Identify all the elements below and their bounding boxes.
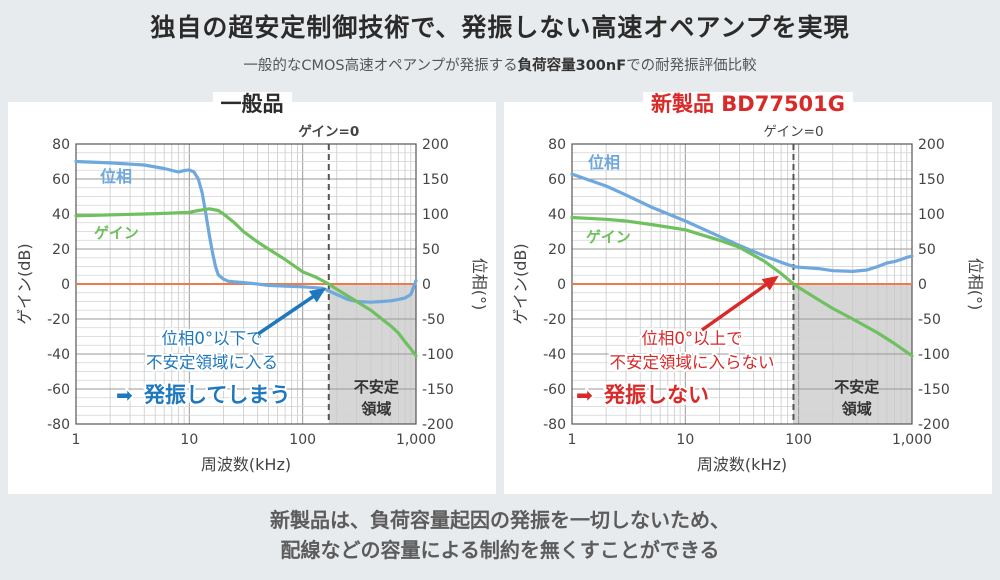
annotation-line-3: 発振してしまう [143,383,290,407]
subtitle-pre: 一般的なCMOS高速オペアンプが発振する [243,58,518,74]
annotation-line-1: 位相0°以上で [641,329,742,348]
annotation-pointer-head [308,287,327,303]
y2-tick-label: 150 [422,172,449,188]
x-tick-label: 1 [72,432,81,448]
y2-tick-label: 50 [918,242,936,258]
x-tick-label: 1 [568,432,577,448]
gain-series-label: ゲイン [94,224,139,242]
x-tick-label: 1,000 [892,432,932,448]
y2-tick-label: 200 [918,137,945,153]
y2-tick-label: -100 [422,347,454,363]
annotation-line-1: 位相0°以下で [161,329,262,348]
y-tick-label: 80 [52,137,70,153]
y2-tick-label: 150 [918,172,945,188]
y-tick-label: 60 [52,172,70,188]
annotation-line-2: 不安定領域に入らない [610,353,775,372]
gain-curve [570,215,914,358]
x-tick-label: 10 [676,432,694,448]
x-tick-label: 1,000 [396,432,436,448]
annotation-pointer [700,276,777,332]
unstable-label-1: 不安定 [354,378,399,396]
y-tick-label: 40 [52,207,70,223]
x-tick-label: 10 [180,432,198,448]
x-tick-label: 100 [785,432,812,448]
y-tick-label: 0 [557,277,566,293]
y-tick-label: 20 [548,242,566,258]
unstable-label-1: 不安定 [834,378,879,396]
y-tick-label: -40 [543,347,566,363]
y2-axis-label: 位相(°) [966,258,985,311]
annotation-arrow-icon: ➡ [576,383,593,407]
footer-line-1: 新製品は、負荷容量起因の発振を一切しないため、 [270,508,730,532]
chart-panel-standard: ゲイン=0 不安定 領域 80 60 40 20 0 -20 -40 -60 -80 200 150 100… [8,92,496,494]
annotation-line-2: 不安定領域に入る [146,353,278,372]
y-axis-label: ゲイン(dB) [15,243,34,324]
y2-tick-label: -50 [422,312,445,328]
footer-message: 新製品は、負荷容量起因の発振を一切しないため、 配線などの容量による制約を無くす… [0,505,1000,565]
subtitle-post: での耐発振評価比較 [626,58,757,74]
phase-curve [570,172,914,273]
y2-axis-label: 位相(°) [470,258,489,311]
y2-tick-label: -150 [918,382,950,398]
crossover-label: ゲイン=0 [763,124,823,140]
y2-tick-label: 200 [422,137,449,153]
y-tick-label: -60 [47,382,70,398]
y2-tick-label: 100 [422,207,449,223]
x-axis-label: 周波数(kHz) [201,455,291,474]
gain-series-label: ゲイン [586,228,631,246]
y2-tick-label: -100 [918,347,950,363]
y2-tick-label: -50 [918,312,941,328]
panel-title-text: 一般品 [212,92,292,116]
unstable-label-2: 領域 [361,400,391,418]
phase-curve [74,159,418,304]
y-tick-label: 60 [548,172,566,188]
panel-title-text: 新製品 BD77501G [642,92,854,116]
crossover-label: ゲイン=0 [298,123,359,140]
bode-chart-new: ゲイン=0不安定領域806040200-20-40-60-80200150100… [511,124,985,474]
annotation-pointer-head [761,275,779,291]
page-subtitle: 一般的なCMOS高速オペアンプが発振する負荷容量300nFでの耐発振評価比較 [0,54,1000,75]
panel-title-new: 新製品 BD77501G [504,88,992,118]
y-tick-label: 20 [52,242,70,258]
unstable-label-2: 領域 [842,400,872,418]
y2-tick-label: -150 [422,382,454,398]
y-tick-label: -20 [47,312,70,328]
bode-chart-standard: ゲイン=0不安定領域806040200-20-40-60-80200150100… [15,123,489,474]
subtitle-bold: 負荷容量300nF [517,58,627,74]
y-axis-label: ゲイン(dB) [511,243,530,324]
phase-series-label: 位相 [100,167,132,186]
y-tick-label: -80 [47,417,70,433]
x-axis-label: 周波数(kHz) [697,455,787,474]
x-tick-label: 100 [289,432,316,448]
y-tick-label: -40 [47,347,70,363]
chart-panel-new: ゲイン=0 不安定 領域 80 60 40 20 0 -20 -40 -60 -80 200 150 100… [504,92,992,494]
y-tick-label: 40 [548,207,566,223]
panel-title-standard: 一般品 [8,88,496,118]
footer-line-2: 配線などの容量による制約を無くすことができる [280,538,720,562]
page-title: 独自の超安定制御技術で、発振しない高速オペアンプを実現 [150,13,850,42]
y-tick-label: -80 [543,417,566,433]
y2-tick-label: 100 [918,207,945,223]
y2-tick-label: 0 [918,277,927,293]
gain-curve [74,207,418,358]
annotation-line-3: 発振しない [603,383,709,407]
y-tick-label: 0 [61,277,70,293]
phase-series-label: 位相 [588,153,620,172]
y2-tick-label: -200 [918,417,950,433]
y-tick-label: -60 [543,382,566,398]
y2-tick-label: 50 [422,242,440,258]
y-tick-label: -20 [543,312,566,328]
y2-tick-label: 0 [422,277,431,293]
y2-tick-label: -200 [422,417,454,433]
annotation-arrow-icon: ➡ [116,383,133,407]
y-tick-label: 80 [548,137,566,153]
annotation-pointer [257,288,324,336]
